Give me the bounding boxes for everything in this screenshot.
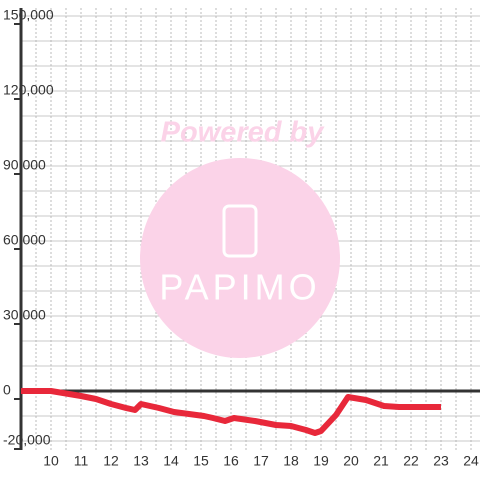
watermark: Powered by PAPIMO: [140, 117, 340, 358]
x-tick-label: 13: [133, 453, 149, 469]
y-tick-label: 90,000: [3, 157, 46, 173]
line-series: [21, 388, 441, 436]
y-tick-label: 0: [3, 382, 11, 398]
y-tick-label: 60,000: [3, 232, 46, 248]
x-tick-label: 17: [253, 453, 269, 469]
x-tick-label: 16: [223, 453, 239, 469]
y-tick-label: 30,000: [3, 307, 46, 323]
watermark-logo: PAPIMO: [159, 267, 320, 308]
watermark-phone: [222, 204, 258, 258]
x-tick-label: 15: [193, 453, 209, 469]
y-tick-label: 120,000: [3, 82, 54, 98]
x-tick-label: 20: [343, 453, 359, 469]
y-tick-label: 150,000: [3, 7, 54, 23]
x-tick-label: 24: [463, 453, 479, 469]
x-tick-label: 18: [283, 453, 299, 469]
x-tick-label: 23: [433, 453, 449, 469]
x-tick-label: 21: [373, 453, 389, 469]
x-tick-label: 19: [313, 453, 329, 469]
watermark-circle: [140, 158, 340, 358]
watermark-title: Powered by: [161, 117, 326, 149]
x-tick-label: 14: [163, 453, 179, 469]
x-tick-label: 11: [74, 453, 89, 469]
x-tick-label: 10: [43, 453, 59, 469]
x-tick-label: 12: [103, 453, 119, 469]
y-tick-label: -20,000: [3, 432, 51, 448]
x-tick-label: 22: [403, 453, 419, 469]
